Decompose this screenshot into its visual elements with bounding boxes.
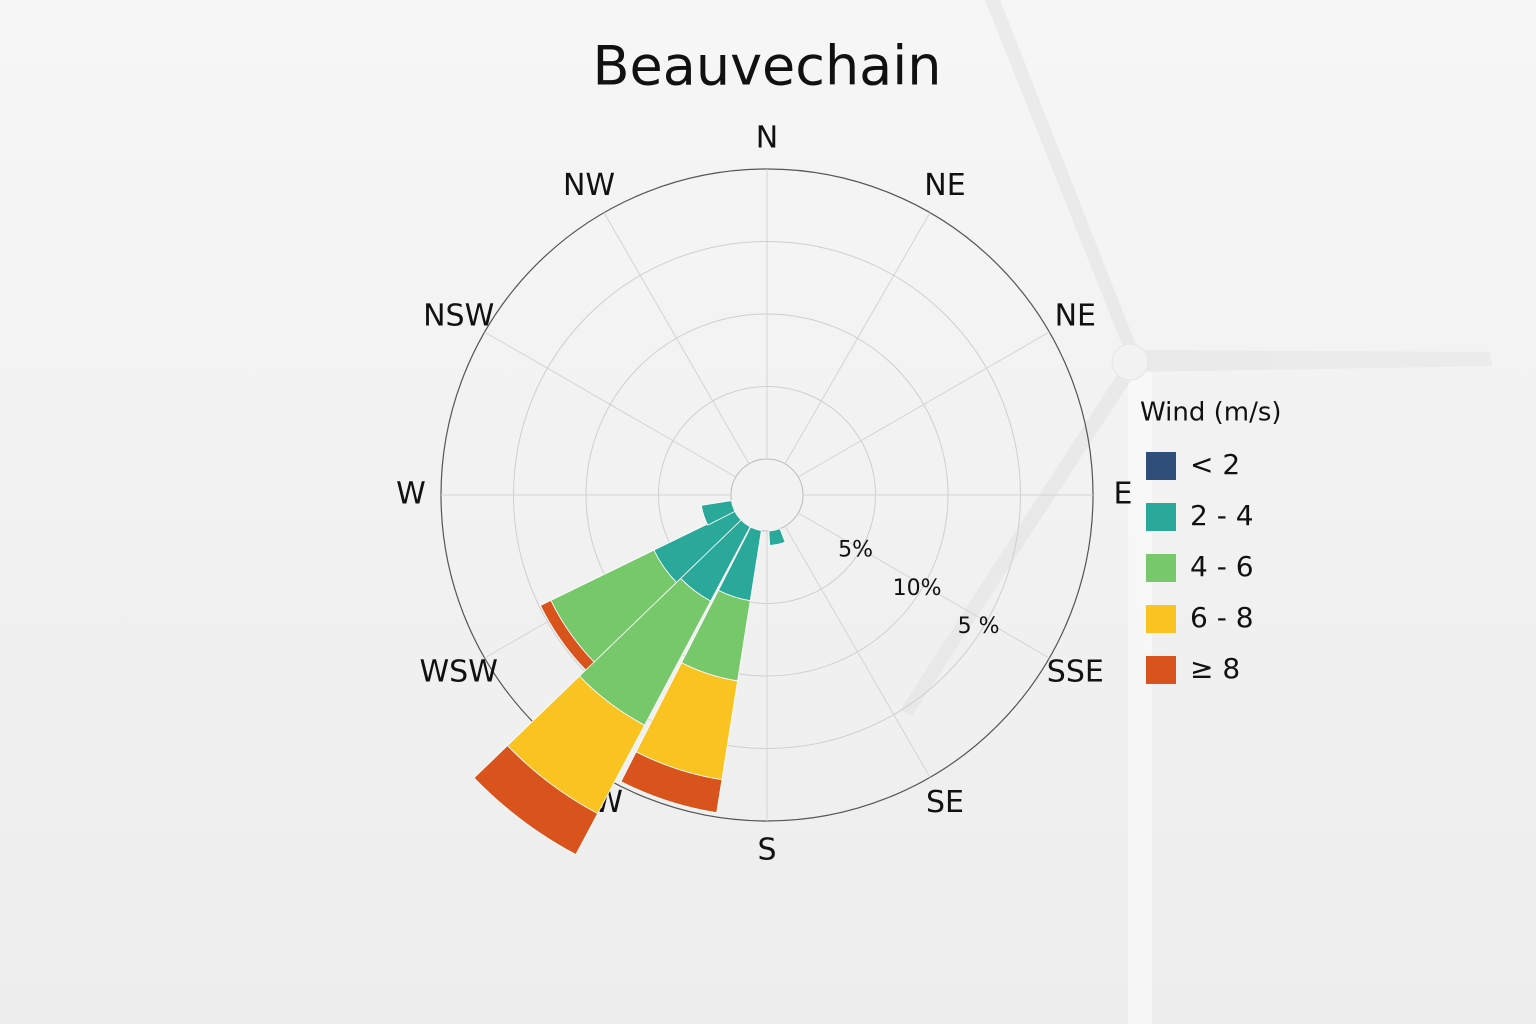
- direction-label: S: [757, 833, 776, 868]
- legend-swatch: [1146, 554, 1176, 582]
- spoke: [797, 331, 1050, 478]
- turbine-hub: [1111, 343, 1149, 381]
- direction-label: W: [396, 477, 426, 512]
- legend-title: Wind (m/s): [1140, 398, 1282, 428]
- wind-segment: [700, 500, 736, 526]
- direction-label: NE: [924, 168, 965, 203]
- annotation: 5 %: [958, 614, 1000, 639]
- turbine-tower: [1128, 372, 1152, 1024]
- wind-segment: [473, 745, 599, 856]
- spoke: [603, 212, 750, 465]
- direction-label: NE: [1055, 299, 1096, 334]
- spoke: [784, 212, 931, 465]
- legend-label: < 2: [1190, 448, 1240, 481]
- legend-label: 4 - 6: [1190, 550, 1254, 583]
- r-tick-label: 5%: [838, 537, 873, 562]
- turbine-blade: [1135, 350, 1492, 372]
- spoke: [784, 525, 931, 778]
- legend-swatch: [1146, 605, 1176, 633]
- direction-label: WSW: [420, 655, 498, 690]
- legend-swatch: [1146, 503, 1176, 531]
- legend-label: 6 - 8: [1190, 601, 1254, 634]
- wind-segment: [620, 751, 723, 814]
- legend-swatch: [1146, 452, 1176, 480]
- r-tick-label: 10%: [893, 576, 942, 601]
- direction-label: E: [1114, 477, 1133, 512]
- turbine-decoration: [900, 0, 1492, 1024]
- legend-label: ≥ 8: [1190, 652, 1240, 685]
- direction-label: SE: [926, 785, 964, 820]
- legend-label: 2 - 4: [1190, 499, 1254, 532]
- spoke: [484, 331, 737, 478]
- legend-swatch: [1146, 656, 1176, 684]
- direction-label: NW: [563, 168, 615, 203]
- direction-label: SSE: [1047, 655, 1104, 690]
- wind-segment: [539, 599, 595, 671]
- turbine-blade: [985, 0, 1138, 352]
- direction-label: NSW: [423, 299, 494, 334]
- turbine-blade: [900, 370, 1134, 716]
- chart-title: Beauvechain: [593, 35, 942, 98]
- direction-label: N: [756, 121, 778, 156]
- wind-segment: [768, 528, 786, 546]
- spoke: [797, 512, 1050, 659]
